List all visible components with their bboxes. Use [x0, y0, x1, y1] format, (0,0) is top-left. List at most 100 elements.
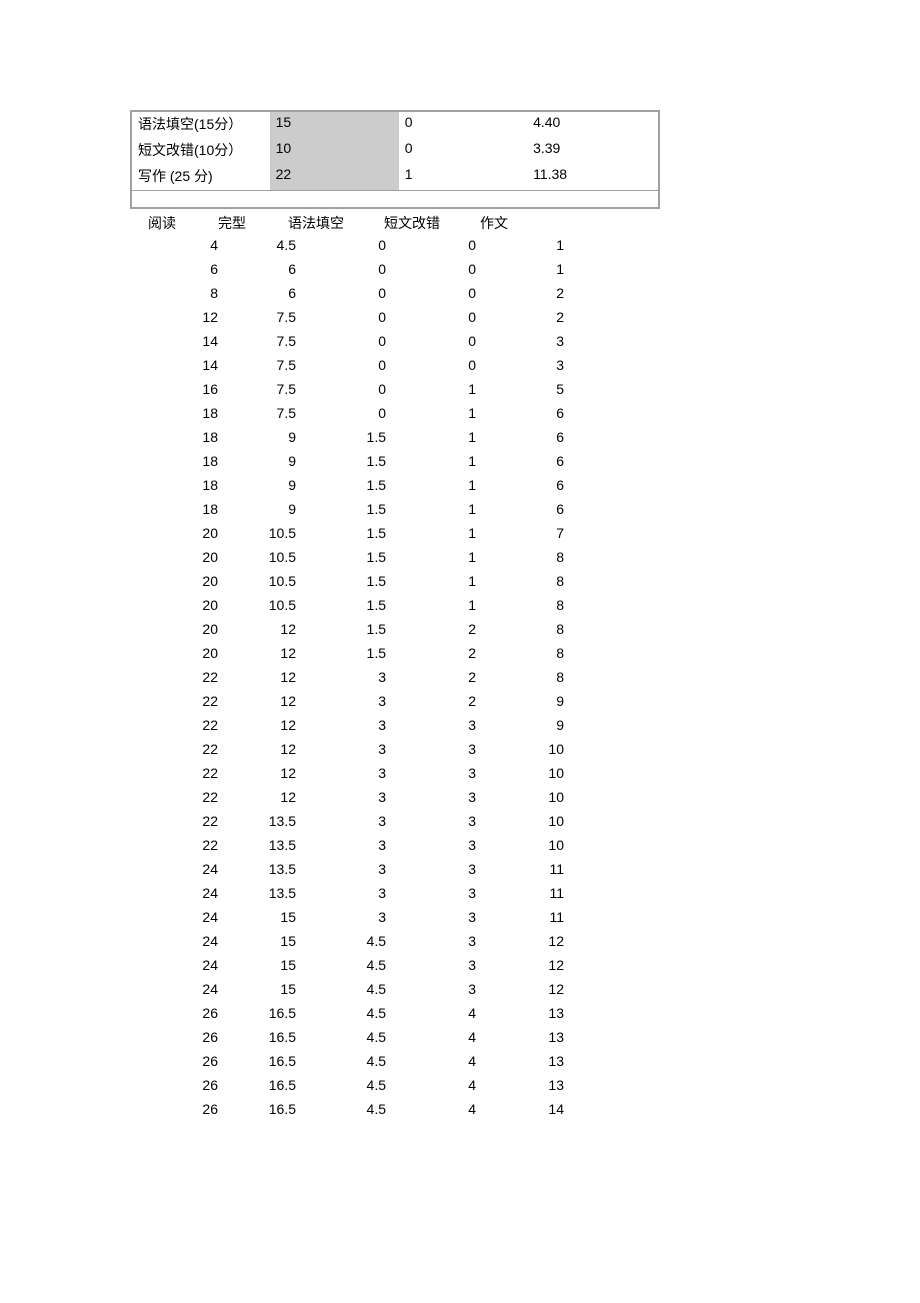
data-cell: 2: [386, 665, 476, 689]
col-header: 阅读: [148, 213, 218, 233]
data-cell: 1: [386, 569, 476, 593]
data-cell: 1.5: [296, 449, 386, 473]
data-cell: 14: [130, 353, 218, 377]
data-cell: 24: [130, 905, 218, 929]
data-cell: 22: [130, 713, 218, 737]
data-cell: 4: [386, 1001, 476, 1025]
data-cell: 7: [476, 521, 564, 545]
data-cell: 0: [386, 257, 476, 281]
data-cell: 0: [296, 329, 386, 353]
data-row: 24154.5312: [130, 977, 790, 1001]
data-cell: 1: [386, 377, 476, 401]
data-cell: 6: [218, 257, 296, 281]
data-cell: 3: [476, 353, 564, 377]
data-cell: 24: [130, 977, 218, 1001]
data-cell: 3: [296, 665, 386, 689]
data-cell: 0: [386, 329, 476, 353]
data-cell: 1.5: [296, 497, 386, 521]
data-cell: 3: [296, 713, 386, 737]
data-cell: 8: [130, 281, 218, 305]
col-header: 作文: [480, 213, 550, 233]
data-cell: 9: [218, 473, 296, 497]
data-cell: 8: [476, 617, 564, 641]
data-cell: 4.5: [296, 1097, 386, 1121]
data-row: 22123310: [130, 761, 790, 785]
data-cell: 3: [296, 737, 386, 761]
data-cell: 7.5: [218, 329, 296, 353]
data-cell: 4.5: [296, 1025, 386, 1049]
data-cell: 14: [476, 1097, 564, 1121]
data-cell: 10: [476, 833, 564, 857]
data-cell: 18: [130, 449, 218, 473]
col-header: 语法填空: [288, 213, 384, 233]
data-cell: 2: [476, 281, 564, 305]
data-cell: 4.5: [296, 953, 386, 977]
data-cell: 18: [130, 497, 218, 521]
data-cell: 10: [476, 785, 564, 809]
data-row: 22123310: [130, 785, 790, 809]
data-cell: 1: [386, 545, 476, 569]
data-cell: 4.5: [296, 1049, 386, 1073]
data-row: 20121.528: [130, 641, 790, 665]
data-cell: 13.5: [218, 833, 296, 857]
data-cell: 11: [476, 881, 564, 905]
data-cell: 12: [218, 617, 296, 641]
data-cell: 4: [386, 1025, 476, 1049]
data-cell: 6: [476, 473, 564, 497]
data-row: 2010.51.517: [130, 521, 790, 545]
data-cell: 20: [130, 617, 218, 641]
data-cell: 1: [386, 593, 476, 617]
data-cell: 0: [296, 257, 386, 281]
data-cell: 26: [130, 1025, 218, 1049]
summary-label: 写作 (25 分): [131, 164, 270, 191]
data-cell: 6: [476, 425, 564, 449]
data-cell: 3: [296, 857, 386, 881]
data-cell: 13: [476, 1073, 564, 1097]
summary-v1: 10: [270, 138, 399, 164]
data-cell: 13.5: [218, 881, 296, 905]
data-cell: 7.5: [218, 305, 296, 329]
summary-label: 语法填空(15分）: [131, 111, 270, 138]
data-cell: 18: [130, 425, 218, 449]
data-cell: 24: [130, 857, 218, 881]
data-cell: 12: [218, 665, 296, 689]
data-cell: 3: [386, 785, 476, 809]
data-cell: 26: [130, 1001, 218, 1025]
data-row: 2212329: [130, 689, 790, 713]
data-cell: 3: [296, 833, 386, 857]
data-cell: 2: [386, 689, 476, 713]
data-cell: 16.5: [218, 1097, 296, 1121]
data-cell: 12: [218, 785, 296, 809]
data-cell: 7.5: [218, 353, 296, 377]
data-cell: 1: [386, 449, 476, 473]
data-cell: 1.5: [296, 425, 386, 449]
data-cell: 3: [386, 761, 476, 785]
data-header-row: 阅读 完型 语法填空 短文改错 作文: [130, 213, 790, 233]
data-cell: 10.5: [218, 593, 296, 617]
data-cell: 4: [130, 233, 218, 257]
data-row: 22123310: [130, 737, 790, 761]
data-cell: 0: [386, 305, 476, 329]
data-cell: 3: [386, 953, 476, 977]
data-cell: 1: [476, 257, 564, 281]
data-cell: 1.5: [296, 617, 386, 641]
data-cell: 10: [476, 761, 564, 785]
data-cell: 8: [476, 593, 564, 617]
data-cell: 12: [476, 977, 564, 1001]
data-row: 2212339: [130, 713, 790, 737]
data-row: 1891.516: [130, 425, 790, 449]
data-row: 66001: [130, 257, 790, 281]
data-row: 2010.51.518: [130, 593, 790, 617]
data-cell: 12: [218, 737, 296, 761]
data-cell: 10.5: [218, 569, 296, 593]
data-row: 24153311: [130, 905, 790, 929]
data-row: 86002: [130, 281, 790, 305]
data-cell: 15: [218, 977, 296, 1001]
data-cell: 6: [218, 281, 296, 305]
data-cell: 3: [386, 809, 476, 833]
data-row: 2413.53311: [130, 857, 790, 881]
data-cell: 26: [130, 1073, 218, 1097]
data-cell: 3: [296, 809, 386, 833]
data-cell: 12: [218, 689, 296, 713]
data-cell: 12: [218, 641, 296, 665]
